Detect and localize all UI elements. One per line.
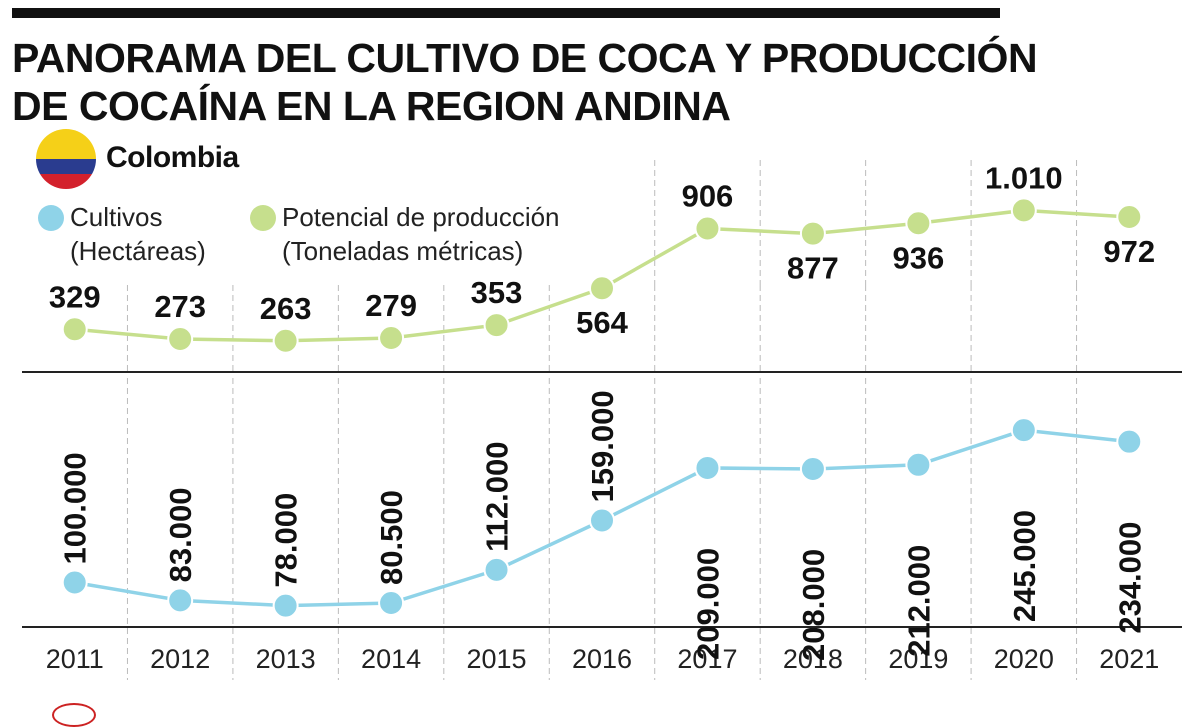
data-label-cultivos: 212.000 bbox=[901, 545, 936, 657]
legend-label-produccion: Potencial de producción bbox=[282, 202, 560, 232]
data-label-cultivos: 159.000 bbox=[585, 390, 620, 502]
data-point-produccion bbox=[378, 324, 405, 351]
data-point-produccion bbox=[167, 326, 194, 353]
data-label-cultivos: 209.000 bbox=[690, 548, 725, 660]
data-label-cultivos: 100.000 bbox=[58, 452, 93, 564]
data-point-cultivos bbox=[905, 451, 932, 478]
data-point-produccion bbox=[1116, 203, 1143, 230]
legend-dot-cultivos bbox=[38, 205, 64, 231]
data-label-cultivos: 208.000 bbox=[796, 549, 831, 661]
legend-unit-cultivos: (Hectáreas) bbox=[70, 236, 206, 266]
x-tick-label: 2015 bbox=[467, 644, 527, 674]
data-point-produccion bbox=[483, 312, 510, 339]
data-point-cultivos bbox=[61, 569, 88, 596]
x-tick-label: 2020 bbox=[994, 644, 1054, 674]
data-point-cultivos bbox=[167, 587, 194, 614]
data-point-cultivos bbox=[483, 556, 510, 583]
data-label-produccion: 877 bbox=[787, 251, 839, 286]
data-label-produccion: 564 bbox=[576, 305, 628, 340]
data-label-produccion: 936 bbox=[892, 240, 944, 275]
data-label-cultivos: 80.500 bbox=[374, 490, 409, 585]
x-tick-label: 2019 bbox=[888, 644, 948, 674]
data-label-cultivos: 245.000 bbox=[1007, 510, 1042, 622]
data-point-produccion bbox=[272, 327, 299, 354]
data-point-cultivos bbox=[1116, 428, 1143, 455]
data-point-cultivos bbox=[694, 454, 721, 481]
legend-dot-produccion bbox=[250, 205, 276, 231]
x-tick-label: 2017 bbox=[677, 644, 737, 674]
x-tick-label: 2021 bbox=[1099, 644, 1159, 674]
data-point-produccion bbox=[694, 215, 721, 242]
data-label-produccion: 906 bbox=[682, 179, 734, 214]
country-label: Colombia bbox=[106, 141, 239, 174]
data-point-produccion bbox=[1010, 197, 1037, 224]
data-label-produccion: 279 bbox=[365, 288, 417, 323]
data-label-cultivos: 83.000 bbox=[163, 488, 198, 583]
data-label-cultivos: 234.000 bbox=[1112, 522, 1147, 634]
data-label-produccion: 353 bbox=[471, 275, 523, 310]
x-tick-label: 2012 bbox=[150, 644, 210, 674]
x-tick-label: 2018 bbox=[783, 644, 843, 674]
legend-label-cultivos: Cultivos bbox=[70, 202, 163, 232]
x-tick-label: 2011 bbox=[46, 644, 104, 674]
title-line-2: DE COCAÍNA EN LA REGION ANDINA bbox=[12, 83, 731, 129]
data-point-produccion bbox=[905, 210, 932, 237]
data-point-produccion bbox=[799, 220, 826, 247]
title-line-1: PANORAMA DEL CULTIVO DE COCA Y PRODUCCIÓ… bbox=[12, 35, 1038, 81]
legend-unit-produccion: (Toneladas métricas) bbox=[282, 236, 524, 266]
data-point-cultivos bbox=[589, 507, 615, 534]
data-point-cultivos bbox=[1010, 417, 1037, 444]
x-tick-label: 2013 bbox=[256, 644, 316, 674]
data-point-produccion bbox=[61, 316, 88, 343]
data-label-produccion: 1.010 bbox=[985, 160, 1063, 195]
data-label-cultivos: 112.000 bbox=[480, 442, 515, 552]
x-tick-label: 2014 bbox=[361, 644, 421, 674]
data-label-produccion: 972 bbox=[1103, 234, 1155, 269]
publisher-logo-icon bbox=[52, 703, 96, 727]
title-rule bbox=[12, 8, 1000, 18]
data-label-produccion: 263 bbox=[260, 291, 312, 326]
x-tick-label: 2016 bbox=[572, 644, 632, 674]
data-point-cultivos bbox=[272, 592, 299, 619]
data-label-produccion: 329 bbox=[49, 279, 101, 314]
data-point-cultivos bbox=[799, 455, 826, 482]
data-label-produccion: 273 bbox=[154, 289, 206, 324]
data-point-cultivos bbox=[378, 589, 405, 616]
data-label-cultivos: 78.000 bbox=[269, 493, 304, 588]
page-title: PANORAMA DEL CULTIVO DE COCA Y PRODUCCIÓ… bbox=[12, 34, 1038, 130]
data-point-produccion bbox=[589, 275, 615, 302]
